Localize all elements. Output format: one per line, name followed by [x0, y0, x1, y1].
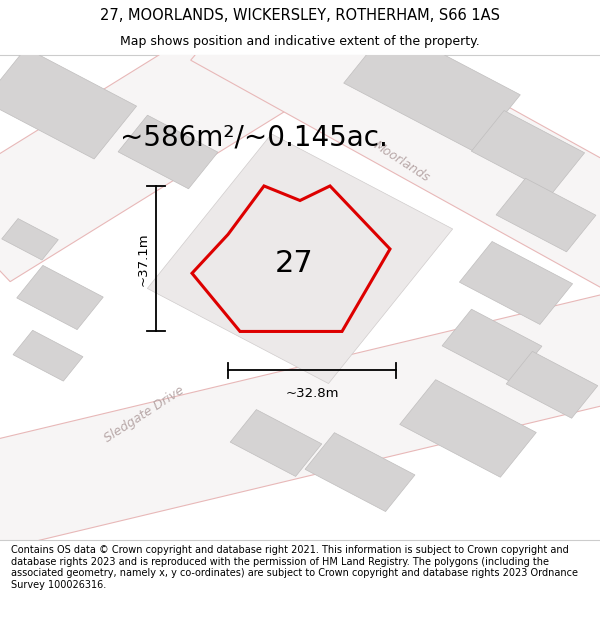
- Text: ~586m²/~0.145ac.: ~586m²/~0.145ac.: [120, 124, 388, 151]
- Text: Moorlands: Moorlands: [371, 139, 433, 185]
- Polygon shape: [17, 266, 103, 329]
- Polygon shape: [118, 115, 218, 189]
- Polygon shape: [13, 330, 83, 381]
- Polygon shape: [506, 351, 598, 418]
- Text: 27, MOORLANDS, WICKERSLEY, ROTHERHAM, S66 1AS: 27, MOORLANDS, WICKERSLEY, ROTHERHAM, S6…: [100, 8, 500, 23]
- Polygon shape: [2, 219, 58, 260]
- Text: Map shows position and indicative extent of the property.: Map shows position and indicative extent…: [120, 35, 480, 48]
- Polygon shape: [305, 432, 415, 511]
- Polygon shape: [180, 0, 480, 52]
- Polygon shape: [344, 26, 520, 152]
- Polygon shape: [442, 309, 542, 382]
- Polygon shape: [496, 178, 596, 252]
- Text: Contains OS data © Crown copyright and database right 2021. This information is : Contains OS data © Crown copyright and d…: [11, 545, 578, 590]
- Polygon shape: [0, 48, 137, 159]
- Polygon shape: [148, 134, 452, 384]
- Polygon shape: [0, 285, 600, 552]
- Text: ~37.1m: ~37.1m: [136, 232, 149, 286]
- Polygon shape: [230, 409, 322, 476]
- Text: 27: 27: [275, 249, 313, 278]
- Text: Sledgate Drive: Sledgate Drive: [101, 383, 187, 444]
- Polygon shape: [400, 379, 536, 478]
- Polygon shape: [460, 241, 572, 324]
- Polygon shape: [191, 0, 600, 293]
- Polygon shape: [472, 111, 584, 194]
- Text: ~32.8m: ~32.8m: [285, 388, 339, 400]
- Polygon shape: [0, 0, 370, 282]
